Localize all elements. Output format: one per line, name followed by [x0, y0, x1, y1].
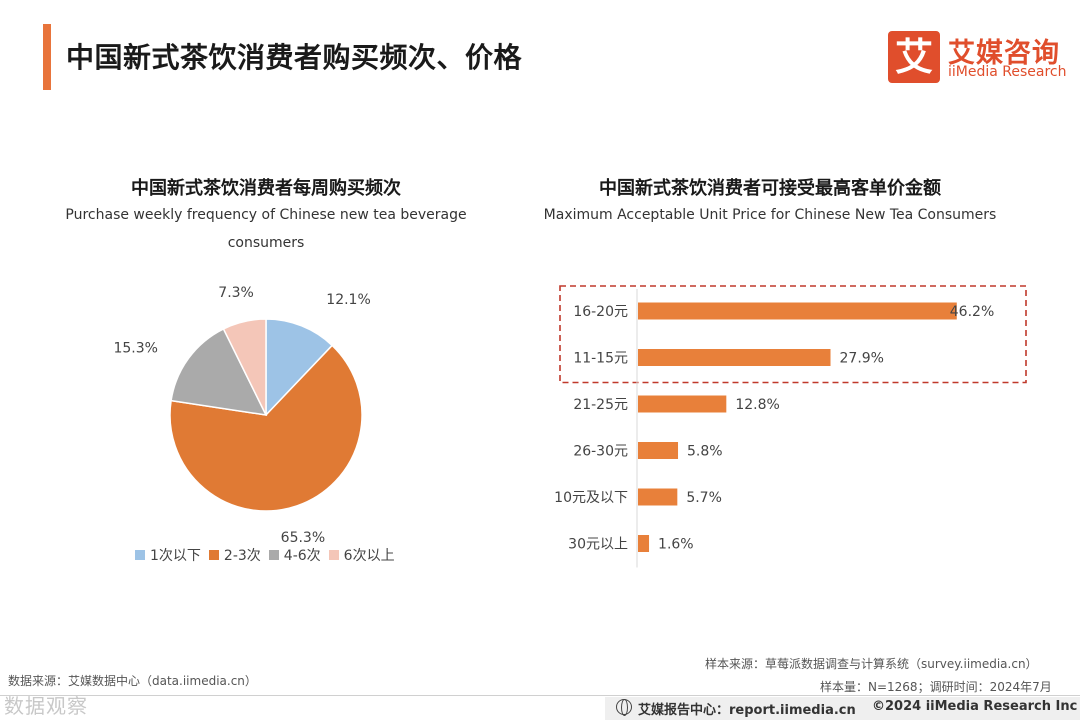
report-center-link[interactable]: 艾媒报告中心：report.iimedia.cn — [638, 703, 856, 718]
bar-data-label: 27.9% — [840, 351, 884, 367]
copyright: ©2024 iiMedia Research Inc — [872, 699, 1078, 714]
pie-legend: 1次以下 2-3次 4-6次 6次以上 — [135, 545, 415, 565]
bar-21-25元 — [638, 395, 727, 413]
legend-swatch — [268, 550, 279, 560]
sample-info: 样本量：N=1268；调研时间：2024年7月 — [820, 680, 1052, 694]
bar-10元及以下 — [638, 488, 678, 506]
category-tick-label: 11-15元 — [573, 351, 628, 367]
data-source: 数据来源：艾媒数据中心（data.iimedia.cn） — [8, 674, 257, 688]
legend-item: 4-6次 — [268, 545, 321, 565]
title-accent-bar — [43, 24, 51, 90]
sample-source: 样本来源：草莓派数据调查与计算系统（survey.iimedia.cn） — [705, 657, 1038, 671]
legend-label: 2-3次 — [223, 548, 261, 564]
bar-data-label: 46.2% — [950, 304, 994, 320]
pie-slice-6次以上 — [222, 318, 267, 416]
bar-data-label: 5.7% — [686, 490, 722, 506]
bar-16-20元 — [638, 302, 957, 320]
bar-data-label: 12.8% — [735, 397, 779, 413]
pie-slice-1次以下 — [265, 318, 334, 417]
bar-chart-subtitle: Maximum Acceptable Unit Price for Chines… — [543, 207, 997, 223]
pie-data-label: 65.3% — [281, 530, 325, 546]
pie-data-label: 15.3% — [113, 341, 157, 357]
bar-chart: 16-20元 46.2% 11-15元 27.9% 21-25元 12.8% 26-30元 5… — [554, 285, 1027, 568]
category-tick-label: 21-25元 — [573, 397, 628, 413]
footer-divider — [0, 695, 1080, 696]
logo-glyph: 艾 — [888, 31, 940, 83]
category-tick-label: 16-20元 — [573, 304, 628, 320]
category-tick-label: 26-30元 — [573, 444, 628, 460]
pie-chart-subtitle: Purchase weekly frequency of Chinese new… — [65, 207, 467, 251]
iimedia-logo: 艾 艾媒咨询 iiMedia Research — [888, 31, 1067, 83]
pie-slice-2-3次 — [169, 344, 363, 512]
bar-11-15元 — [638, 349, 831, 366]
legend-item: 2-3次 — [208, 545, 261, 565]
category-tick-label: 10元及以下 — [554, 490, 628, 506]
legend-label: 1次以下 — [150, 548, 201, 564]
logo-name-cn: 艾媒咨询 — [948, 38, 1060, 69]
pie-slice-4-6次 — [170, 327, 268, 416]
bar-chart-title: 中国新式茶饮消费者可接受最高客单价金额 — [599, 178, 941, 199]
watermark: 数据观察 — [4, 694, 88, 718]
bar-data-label: 5.8% — [687, 444, 723, 460]
legend-swatch — [328, 550, 339, 560]
page-title: 中国新式茶饮消费者购买频次、价格 — [66, 41, 523, 74]
legend-swatch — [135, 550, 145, 560]
pie-data-label: 12.1% — [326, 292, 370, 308]
pie-chart-title: 中国新式茶饮消费者每周购买频次 — [131, 178, 401, 199]
footer-strip — [605, 697, 1080, 720]
bar-data-label: 1.6% — [658, 537, 694, 553]
pie-chart: 12.1% 65.3% 15.3% 7.3% — [113, 285, 370, 546]
legend-label: 6次以上 — [343, 548, 395, 564]
legend-swatch — [208, 550, 219, 560]
globe-icon — [616, 699, 632, 716]
bar-30元以上 — [638, 535, 650, 552]
legend-label: 4-6次 — [283, 548, 321, 564]
category-tick-label: 30元以上 — [568, 537, 628, 553]
legend-item: 1次以下 — [135, 545, 201, 565]
legend-item: 6次以上 — [328, 545, 395, 565]
highlight-box — [559, 285, 1027, 384]
pie-data-label: 7.3% — [218, 285, 254, 301]
bar-26-30元 — [638, 442, 679, 459]
logo-name-en: iiMedia Research — [948, 64, 1067, 80]
